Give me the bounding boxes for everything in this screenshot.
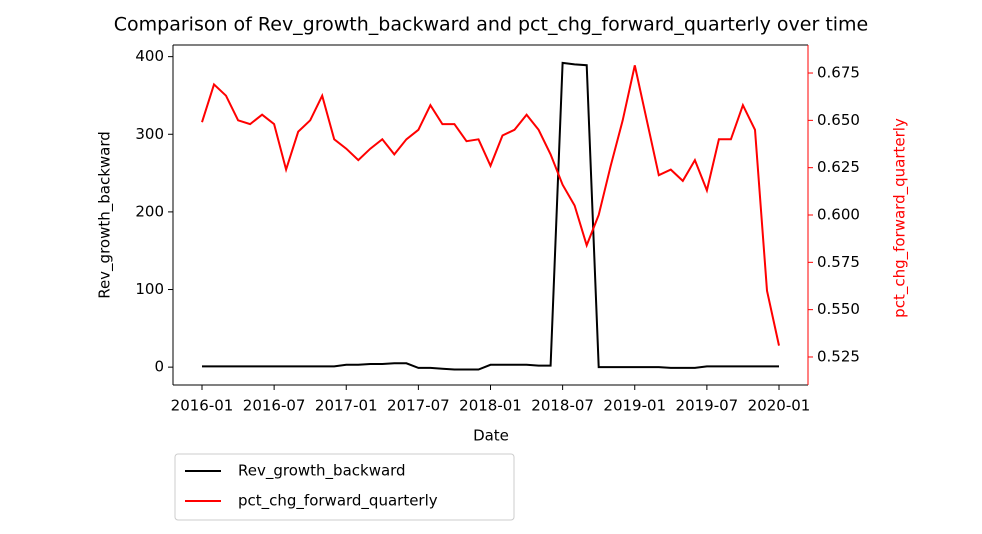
- x-tick-label: 2018-01: [459, 397, 522, 415]
- y2-axis-label: pct_chg_forward_quarterly: [891, 118, 910, 318]
- x-tick-label: 2017-07: [387, 397, 450, 415]
- y-tick-label: 200: [135, 202, 164, 220]
- x-tick-label: 2017-01: [315, 397, 378, 415]
- x-tick-label: 2016-07: [243, 397, 306, 415]
- y2-tick-label: 0.625: [817, 158, 860, 176]
- legend-box: [174, 453, 515, 521]
- x-tick-label: 2019-07: [676, 397, 739, 415]
- y-tick-label: 300: [135, 125, 164, 143]
- y2-tick-label: 0.575: [817, 253, 860, 271]
- x-axis-label: Date: [473, 427, 509, 445]
- y2-tick-label: 0.600: [817, 206, 860, 224]
- y2-tick-label: 0.675: [817, 64, 860, 82]
- y-tick-label: 400: [135, 47, 164, 65]
- y2-tick-label: 0.550: [817, 300, 860, 318]
- chart-title: Comparison of Rev_growth_backward and pc…: [114, 14, 869, 36]
- legend-label: Rev_growth_backward: [238, 462, 406, 481]
- y-tick-label: 0: [154, 358, 164, 376]
- series-line: [202, 61, 779, 371]
- x-tick-label: 2019-01: [603, 397, 666, 415]
- legend-label: pct_chg_forward_quarterly: [238, 492, 438, 511]
- y2-tick-label: 0.650: [817, 111, 860, 129]
- y-tick-label: 100: [135, 280, 164, 298]
- y-axis-label: Rev_growth_backward: [96, 131, 115, 299]
- x-tick-label: 2020-01: [748, 397, 811, 415]
- x-tick-label: 2018-07: [531, 397, 594, 415]
- x-tick-label: 2016-01: [171, 397, 234, 415]
- series-line: [201, 65, 780, 346]
- y2-tick-label: 0.525: [817, 347, 860, 365]
